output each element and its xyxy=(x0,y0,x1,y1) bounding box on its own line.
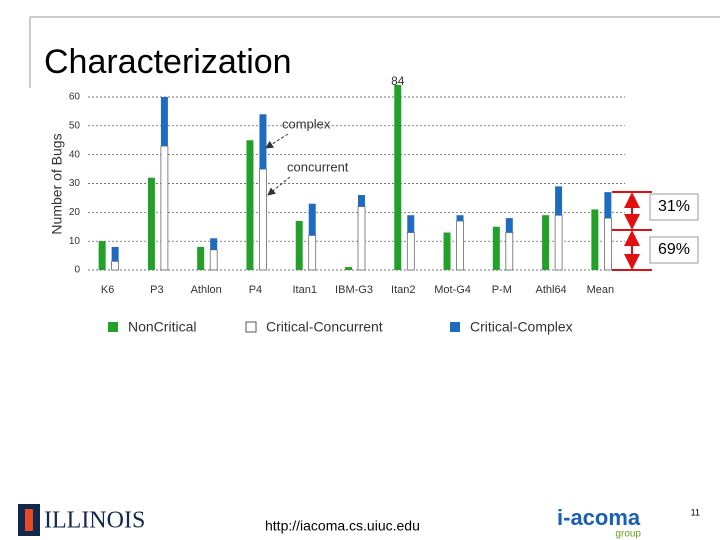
bar-segment xyxy=(492,226,500,270)
bar-segment xyxy=(456,220,464,271)
callout-arrow xyxy=(265,133,289,149)
bar-segment xyxy=(542,215,550,270)
bar-segment xyxy=(456,215,464,221)
legend-swatch xyxy=(450,322,460,332)
x-tick-label: Mot-G4 xyxy=(434,284,471,296)
bar-segment xyxy=(591,209,599,270)
y-tick-label: 20 xyxy=(69,207,81,218)
y-tick-label: 40 xyxy=(69,149,81,160)
bar-segment xyxy=(358,195,365,207)
callouts: complex concurrent xyxy=(265,116,349,196)
bar-segment xyxy=(505,218,513,233)
annotation: 31% xyxy=(658,198,690,215)
bar-segment xyxy=(295,220,303,270)
bar-segment xyxy=(160,97,168,147)
footer-url: http://iacoma.cs.uiuc.edu xyxy=(265,518,420,534)
bar-segment xyxy=(259,114,267,170)
logo-iacoma: i-acoma group xyxy=(557,505,641,540)
bar-segment xyxy=(406,232,415,271)
y-tick-label: 50 xyxy=(69,120,81,131)
bar-segment xyxy=(246,140,254,270)
annotation: 69% xyxy=(658,241,690,258)
y-axis-label: Number of Bugs xyxy=(49,133,65,234)
x-tick-label: P4 xyxy=(249,284,262,296)
y-tick-label: 10 xyxy=(69,236,81,247)
callout: complex xyxy=(282,116,331,131)
x-tick-label: Itan2 xyxy=(391,284,415,296)
bar-segment xyxy=(554,214,563,271)
logo-text: i-acoma xyxy=(557,505,641,530)
bar-segment xyxy=(394,85,402,270)
legend-swatch xyxy=(108,322,118,332)
y-tick-label: 0 xyxy=(74,265,80,276)
x-tick-label: K6 xyxy=(101,284,114,296)
bar-segment xyxy=(407,215,415,233)
x-tick-label: IBM-G3 xyxy=(335,284,373,296)
bar-segment xyxy=(209,249,218,271)
x-tick-label: P-M xyxy=(492,284,512,296)
split-bracket: 31% 69% xyxy=(612,191,699,271)
bar-segment xyxy=(604,192,612,219)
bar-segment xyxy=(308,203,316,236)
y-tick-label: 60 xyxy=(69,92,81,103)
bar-segment xyxy=(604,217,612,271)
legend-label: NonCritical xyxy=(128,319,196,335)
bar-segment xyxy=(111,261,119,271)
x-tick-label: Athl64 xyxy=(535,284,566,296)
legend-label: Critical-Concurrent xyxy=(266,319,383,335)
bar-segment xyxy=(259,168,267,271)
callout-arrow xyxy=(267,176,291,196)
x-tick-label: Itan1 xyxy=(292,284,316,296)
bar-segment xyxy=(160,145,169,271)
bar-segment xyxy=(505,232,514,271)
data-label: 84 xyxy=(391,74,405,88)
annotation-box xyxy=(649,236,699,264)
plot xyxy=(98,85,612,271)
logo-mark xyxy=(25,509,33,531)
logo-text: ILLINOIS xyxy=(44,508,145,534)
bar-segment xyxy=(111,246,119,262)
logo-illinois: ILLINOIS xyxy=(18,504,145,536)
bar-segment xyxy=(147,177,155,270)
page-number: 11 xyxy=(691,507,700,517)
x-tick-label: Athlon xyxy=(191,284,222,296)
bar-segment xyxy=(357,206,366,271)
bar-segment xyxy=(308,235,317,271)
legend-swatch xyxy=(245,321,257,333)
y-tick-label: 30 xyxy=(69,178,81,189)
bar-segment xyxy=(210,238,218,250)
logo-sub: group xyxy=(615,529,641,540)
bar-segment xyxy=(443,232,451,270)
x-tick-label: P3 xyxy=(150,284,163,296)
bar-segment xyxy=(345,267,352,270)
legend-label: Critical-Complex xyxy=(470,319,573,335)
slide-title: Characterization xyxy=(44,43,292,81)
callout: concurrent xyxy=(287,159,349,174)
x-tick-label: Mean xyxy=(587,284,615,296)
annotation-box xyxy=(649,193,699,221)
bar-segment xyxy=(555,186,563,216)
bar-segment xyxy=(98,241,106,270)
bar-segment xyxy=(197,246,205,270)
